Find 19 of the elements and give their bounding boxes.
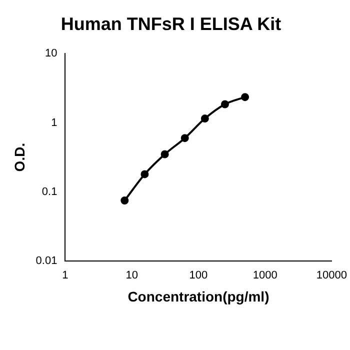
- point: [200, 114, 209, 123]
- point: [140, 170, 149, 178]
- point: [120, 196, 129, 205]
- x-tick-label: 10000: [316, 270, 348, 282]
- y-axis-title: O.D.: [11, 142, 28, 172]
- chart-title: Human TNFsR I ELISA Kit: [60, 14, 282, 34]
- point: [241, 93, 250, 102]
- y-tick-label: 10: [44, 48, 58, 60]
- x-tick-label: 1: [62, 270, 68, 282]
- x-tick-label: 1000: [252, 270, 278, 282]
- y-tick-label: 1: [51, 116, 58, 129]
- point: [160, 150, 169, 158]
- point: [220, 100, 229, 108]
- x-tick-label: 100: [189, 270, 208, 282]
- x-tick-label: 10: [126, 270, 138, 282]
- x-axis-title: Concentration(pg/ml): [128, 288, 270, 304]
- y-tick-label: 0.1: [42, 186, 58, 198]
- point: [180, 134, 189, 142]
- y-tick-label: 0.01: [36, 255, 58, 268]
